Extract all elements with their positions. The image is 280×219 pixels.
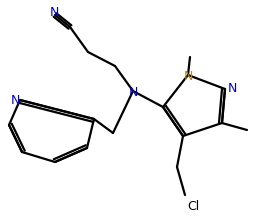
Text: N: N <box>128 85 138 99</box>
Text: N: N <box>183 71 193 83</box>
Text: N: N <box>10 94 20 106</box>
Text: Cl: Cl <box>187 201 199 214</box>
Text: N: N <box>227 83 237 95</box>
Text: N: N <box>49 7 59 19</box>
